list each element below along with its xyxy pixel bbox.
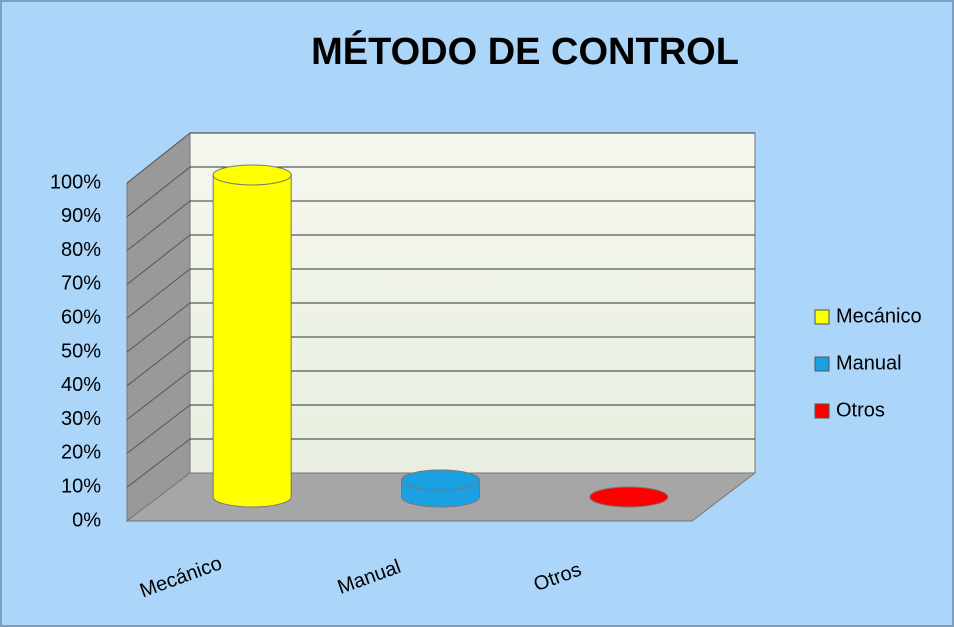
cylinder-top	[401, 469, 480, 491]
grid-line	[126, 132, 191, 184]
grid-line	[126, 234, 191, 285]
y-tick-label: 60%	[61, 306, 101, 328]
grid-line	[126, 268, 191, 319]
legend-label: Mecánico	[836, 305, 922, 327]
y-tick-label: 100%	[50, 171, 101, 193]
y-tick-label: 80%	[61, 239, 101, 261]
y-tick-label: 70%	[61, 273, 101, 295]
legend-label: Otros	[836, 399, 885, 421]
grid-line	[126, 438, 191, 488]
y-tick-label: 20%	[61, 442, 101, 464]
legend-label: Manual	[836, 352, 902, 374]
y-tick-label: 40%	[61, 374, 101, 396]
legend-swatch	[814, 356, 830, 372]
cylinder-top	[212, 164, 292, 186]
legend-swatch	[814, 403, 830, 419]
y-tick-label: 0%	[72, 509, 101, 531]
cylinder-body	[212, 174, 292, 508]
y-tick-label: 90%	[61, 205, 101, 227]
grid-line	[126, 166, 191, 218]
y-tick-label: 50%	[61, 340, 101, 362]
grid-line	[126, 336, 191, 387]
y-tick-label: 10%	[61, 475, 101, 497]
cylinder-top	[589, 486, 669, 508]
y-tick-label: 30%	[61, 408, 101, 430]
grid-line	[126, 302, 191, 353]
grid-line	[126, 404, 191, 454]
grid-line	[126, 200, 191, 251]
legend-swatch	[814, 309, 830, 325]
grid-line	[126, 370, 191, 420]
chart-title: MÉTODO DE CONTROL	[311, 29, 739, 73]
